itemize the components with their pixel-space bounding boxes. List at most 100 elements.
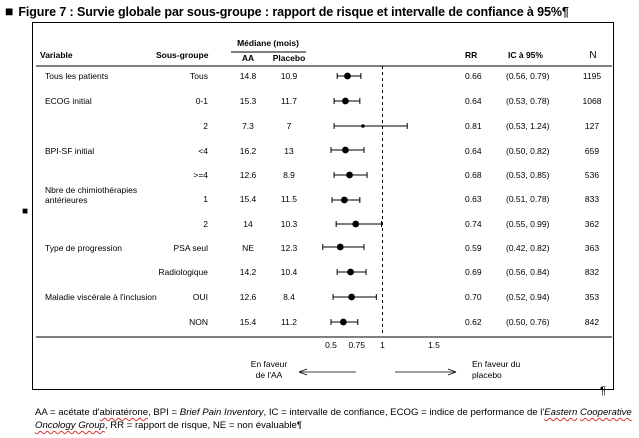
forest-row: Type de progression PSA seul NE 12.3 0.59 (0.… [45,243,599,253]
row-n: 832 [585,267,599,277]
row-n: 1068 [583,96,602,106]
x-tick-label: 0.75 [348,340,365,350]
footnote-part: Brief Pain Inventory [179,407,264,418]
forest-row: 2 14 10.3 0.74 (0.55, 0.99) 362 [203,219,599,229]
row-rr: 0.81 [465,121,482,131]
favor-placebo-label: En faveur du [472,359,520,369]
row-ci: (0.50, 0.82) [506,146,550,156]
header-subgroup: Sous-groupe [156,50,209,60]
row-median-aa: NE [242,243,254,253]
row-rr: 0.69 [465,267,482,277]
row-variable-label: Nbre de chimiothérapies [45,185,137,195]
row-median-aa: 14 [243,219,253,229]
row-subgroup: Tous [190,71,208,81]
forest-row: Tous les patients Tous 14.8 10.9 0.66 (0.56, … [45,71,601,81]
forest-row: >=4 12.6 8.9 0.68 (0.53, 0.85) 536 [193,170,599,180]
row-n: 362 [585,219,599,229]
hr-point [336,243,344,251]
row-rr: 0.66 [465,71,482,81]
footnote-part: Eastern [544,407,578,418]
row-subgroup: >=4 [193,170,208,180]
title-bullet: ■ [5,3,14,19]
figure-title: ■ Figure 7 : Survie globale par sous-grou… [5,3,569,19]
header-n: N [589,50,596,61]
favor-placebo-label: placebo [472,370,502,380]
hr-point [346,171,353,179]
row-median-placebo: 11.7 [281,96,297,106]
row-median-aa: 14.8 [240,71,257,81]
header-median: Médiane (mois) [237,38,299,48]
hr-point [342,97,349,105]
row-median-placebo: 11.2 [281,317,297,327]
row-median-placebo: 10.3 [281,219,298,229]
row-ci: (0.53, 1.24) [506,121,550,131]
row-subgroup: 2 [203,121,208,131]
row-ci: (0.42, 0.82) [506,243,550,253]
end-pilcrow: ¶ [600,385,606,397]
row-median-placebo: 10.9 [281,71,298,81]
row-variable-label: Maladie viscérale à l'inclusion [45,292,157,302]
row-rr: 0.64 [465,96,482,106]
row-subgroup: 2 [203,219,208,229]
x-tick-label: 0.5 [325,340,337,350]
row-median-aa: 16.2 [240,146,257,156]
row-rr: 0.63 [465,194,482,204]
row-n: 833 [585,194,599,204]
row-subgroup: NON [189,317,208,327]
row-ci: (0.53, 0.85) [506,170,550,180]
row-rr: 0.70 [465,292,482,302]
header-rr: RR [465,50,477,60]
x-tick-label: 1 [380,340,385,350]
hr-point [339,318,347,326]
title-pilcrow: ¶ [561,5,569,19]
row-rr: 0.64 [465,146,482,156]
footnote-part: Cooperative Oncology Group [35,407,632,431]
row-median-aa: 12.6 [240,170,257,180]
row-variable-label: ECOG initial [45,96,92,106]
hr-point [342,146,349,154]
header-aa: AA [242,53,254,63]
row-subgroup: 0-1 [196,96,209,106]
row-variable-label: BPI-SF initial [45,146,94,156]
row-subgroup: 1 [203,194,208,204]
arrow-right-head [447,368,457,376]
row-median-placebo: 8.9 [283,170,295,180]
x-tick-label: 1.5 [428,340,440,350]
row-median-aa: 7.3 [242,121,254,131]
hr-point [340,196,348,204]
row-n: 842 [585,317,599,327]
table-header: Variable Sous-groupe Médiane (mois) AA P… [40,38,543,63]
forest-row: ECOG initial 0-1 15.3 11.7 0.64 (0.53, 0.78) 1… [45,96,602,106]
row-median-placebo: 10.4 [281,267,298,277]
row-ci: (0.51, 0.78) [506,194,550,204]
side-bullet: ■ [22,206,29,217]
header-placebo: Placebo [273,53,306,63]
favor-aa-label: En faveur [251,359,288,369]
footnote: AA = acétate d'abiratérone, BPI = Brief … [35,406,635,432]
row-median-aa: 15.4 [240,194,257,204]
row-variable-label: Type de progression [45,243,122,253]
footnote-part: , BPI = [148,407,180,418]
favor-aa-label: de l'AA [256,370,283,380]
row-ci: (0.55, 0.99) [506,219,550,229]
footnote-part: , IC = intervalle de confiance, ECOG = i… [263,407,545,418]
hr-point [344,72,351,80]
row-variable-label: antérieures [45,195,88,205]
figure-frame [32,22,614,390]
row-subgroup: Radiologique [158,267,208,277]
hr-point [347,268,354,276]
header-ci: IC à 95% [508,50,543,60]
row-rr: 0.74 [465,219,482,229]
row-subgroup: <4 [198,146,208,156]
header-variable: Variable [40,50,73,60]
forest-row: Radiologique 14.2 10.4 0.69 (0.56, 0.84) 832 [158,267,599,277]
row-ci: (0.56, 0.79) [506,71,550,81]
row-rr: 0.59 [465,243,482,253]
row-rr: 0.62 [465,317,482,327]
hr-point [361,124,365,128]
footnote-part: abiratérone [99,407,149,418]
row-variable-label: Tous les patients [45,71,108,81]
row-median-placebo: 7 [287,121,292,131]
row-ci: (0.56, 0.84) [506,267,550,277]
